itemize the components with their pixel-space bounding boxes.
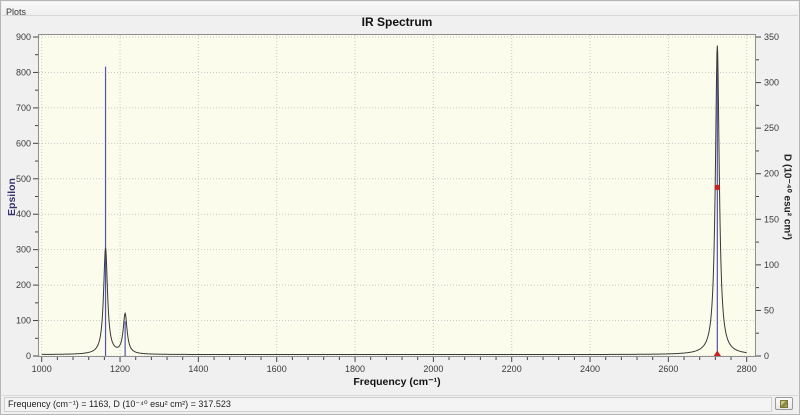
left-tick-label: 400 [16,209,31,219]
left-tick-label: 300 [16,245,31,255]
menubar: Plots [2,2,798,17]
right-tick-label: 150 [764,214,779,224]
left-tick-label: 500 [16,174,31,184]
left-tick-label: 0 [26,351,31,361]
x-tick-label: 1200 [110,364,130,374]
plot-border [38,34,756,357]
menu-plots[interactable]: Plots [6,7,27,17]
epsilon-curve [41,45,747,356]
statusbar-corner-button[interactable] [775,397,793,410]
x-tick-label: 2400 [580,364,600,374]
right-tick-label: 100 [764,260,779,270]
statusbar: Frequency (cm⁻¹) = 1163, D (10⁻⁴⁰ esu² c… [2,395,798,413]
selection-marker-square[interactable] [714,184,720,190]
chart-title: IR Spectrum [361,15,433,29]
right-axis-label: D (10⁻⁴⁰ esu² cm²) [781,154,793,240]
x-tick-label: 2200 [502,364,522,374]
x-tick-label: 1400 [188,364,208,374]
right-tick-label: 300 [764,78,779,88]
left-tick-label: 700 [16,103,31,113]
x-tick-label: 1800 [345,364,365,374]
image-icon [780,399,788,408]
left-tick-label: 600 [16,138,31,148]
x-axis-label: Frequency (cm⁻¹) [353,376,441,388]
plot-background [38,34,756,357]
right-tick-label: 200 [764,169,779,179]
x-tick-label: 2800 [737,364,757,374]
right-tick-label: 50 [764,305,774,315]
x-tick-label: 1600 [267,364,287,374]
left-tick-label: 100 [16,316,31,326]
left-tick-label: 200 [16,280,31,290]
right-tick-label: 350 [764,32,779,42]
left-axis-label: Epsilon [6,178,18,216]
x-tick-label: 1000 [32,364,52,374]
selection-marker-triangle[interactable] [713,350,722,357]
x-tick-label: 2000 [423,364,443,374]
right-tick-label: 250 [764,123,779,133]
left-tick-label: 800 [16,67,31,77]
right-tick-label: 0 [764,351,769,361]
x-tick-label: 2600 [658,364,678,374]
left-tick-label: 900 [16,32,31,42]
status-readout: Frequency (cm⁻¹) = 1163, D (10⁻⁴⁰ esu² c… [4,397,772,412]
